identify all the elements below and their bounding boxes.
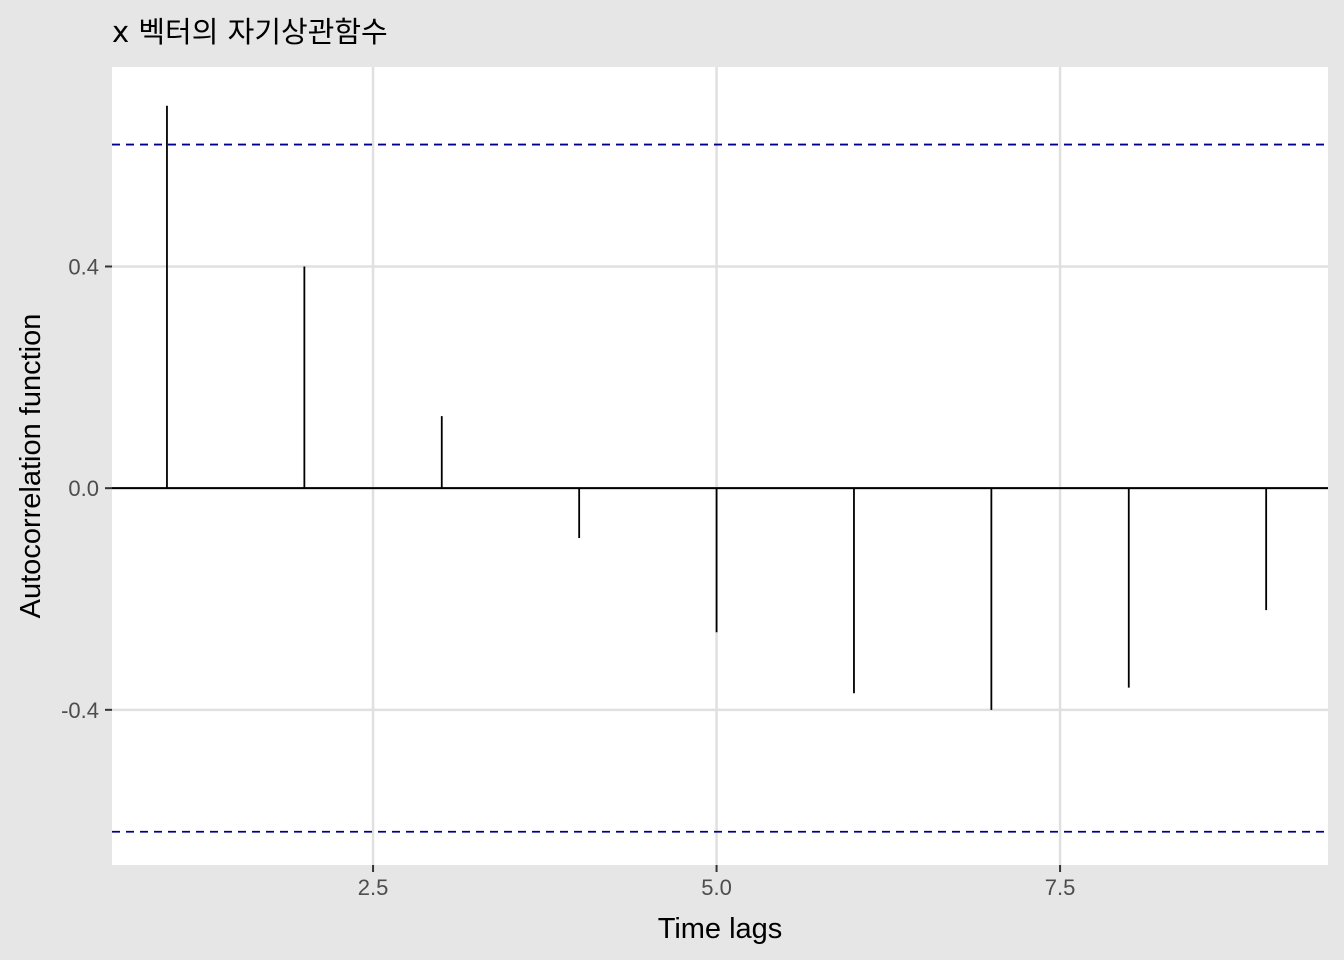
x-tick-label-1: 5.0 xyxy=(701,875,732,900)
x-axis-ticks: 2.5 5.0 7.5 xyxy=(358,865,1076,900)
x-tick-label-0: 2.5 xyxy=(358,875,389,900)
grid-lines xyxy=(112,67,1328,865)
y-axis-title: Autocorrelation function xyxy=(15,314,47,619)
y-axis-ticks: -0.4 0.0 0.4 xyxy=(61,255,112,723)
acf-spikes xyxy=(166,105,1268,710)
x-tick-label-2: 7.5 xyxy=(1045,875,1076,900)
confidence-bounds xyxy=(112,143,1328,833)
plot-panel xyxy=(112,67,1328,865)
y-tick-label-1: 0.0 xyxy=(68,476,99,501)
y-tick-label-0: -0.4 xyxy=(61,698,99,723)
chart-title: x 벡터의 자기상관함수 xyxy=(112,15,388,49)
y-tick-label-2: 0.4 xyxy=(68,255,99,280)
x-axis-title: Time lags xyxy=(658,913,783,945)
